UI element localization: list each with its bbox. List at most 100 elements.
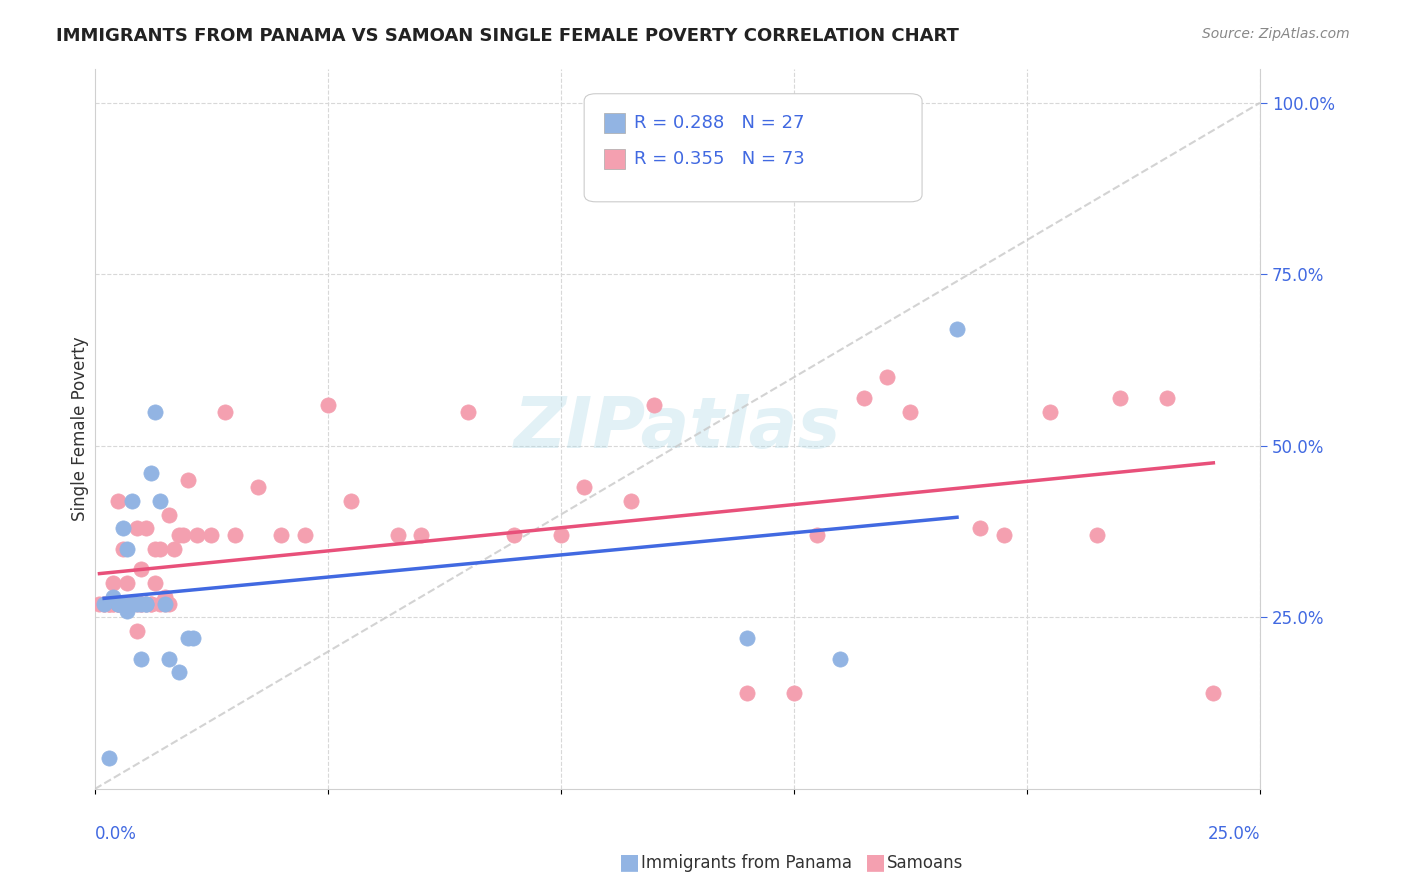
Point (139, 597, 162, 611)
Text: R = 0.288   N = 27: R = 0.288 N = 27 (634, 114, 804, 132)
Point (153, 597, 176, 611)
Point (103, 576, 125, 591)
Point (876, 370, 898, 384)
Point (852, 391, 875, 405)
Point (340, 493, 363, 508)
Point (145, 541, 167, 556)
Point (97, 597, 120, 611)
Point (157, 597, 180, 611)
Point (620, 493, 643, 508)
Point (107, 597, 129, 611)
Point (177, 473, 200, 487)
Text: Immigrants from Panama: Immigrants from Panama (641, 855, 852, 872)
Point (1085, 528, 1108, 542)
Point (145, 404, 167, 418)
Point (117, 541, 139, 556)
Point (131, 597, 153, 611)
Point (107, 597, 129, 611)
Bar (605, 113, 624, 134)
Point (149, 541, 172, 556)
Point (149, 493, 172, 508)
Point (103, 590, 125, 604)
Point (93, 597, 115, 611)
Point (97, 597, 120, 611)
Point (103, 597, 125, 611)
Point (157, 508, 180, 522)
Point (153, 590, 176, 604)
Point (186, 528, 208, 542)
Point (121, 597, 143, 611)
Point (131, 597, 153, 611)
Point (145, 576, 167, 591)
Point (111, 541, 134, 556)
Text: Samoans: Samoans (887, 855, 963, 872)
Point (125, 597, 148, 611)
Point (135, 597, 157, 611)
Point (806, 528, 828, 542)
Point (294, 528, 316, 542)
Point (125, 521, 148, 535)
Point (107, 597, 129, 611)
Point (121, 493, 143, 508)
Text: 0.0%: 0.0% (94, 825, 136, 843)
Text: 25.0%: 25.0% (1208, 825, 1260, 843)
Point (503, 528, 526, 542)
Point (200, 528, 222, 542)
Text: ■: ■ (619, 853, 640, 872)
Point (117, 597, 139, 611)
Point (139, 467, 162, 481)
Point (993, 528, 1015, 542)
Point (149, 597, 172, 611)
Point (117, 597, 139, 611)
Point (457, 404, 479, 418)
Point (131, 562, 153, 576)
Point (735, 631, 758, 645)
Point (409, 528, 432, 542)
Point (107, 597, 129, 611)
Point (181, 631, 204, 645)
Point (830, 651, 852, 665)
Text: IMMIGRANTS FROM PANAMA VS SAMOAN SINGLE FEMALE POVERTY CORRELATION CHART: IMMIGRANTS FROM PANAMA VS SAMOAN SINGLE … (56, 27, 959, 45)
Point (167, 665, 190, 680)
Point (1039, 404, 1062, 418)
FancyBboxPatch shape (583, 94, 922, 202)
Point (1202, 686, 1225, 700)
Point (135, 597, 157, 611)
Point (1109, 391, 1132, 405)
Text: ZIPatlas: ZIPatlas (513, 394, 841, 463)
Point (131, 651, 153, 665)
Text: R = 0.355   N = 73: R = 0.355 N = 73 (634, 150, 806, 169)
Point (103, 597, 125, 611)
Point (572, 480, 595, 494)
Point (93, 597, 115, 611)
Point (117, 604, 139, 618)
Text: Source: ZipAtlas.com: Source: ZipAtlas.com (1202, 27, 1350, 41)
Point (135, 521, 157, 535)
Point (643, 398, 665, 412)
Point (107, 597, 129, 611)
Point (969, 521, 991, 535)
Point (157, 651, 180, 665)
Point (163, 541, 186, 556)
Point (89, 597, 111, 611)
Point (121, 597, 143, 611)
Point (387, 528, 409, 542)
Point (735, 686, 758, 700)
Bar (605, 149, 624, 169)
Point (783, 686, 806, 700)
Point (177, 631, 200, 645)
Point (172, 528, 194, 542)
Point (167, 528, 190, 542)
Point (111, 521, 134, 535)
Point (117, 576, 139, 591)
Point (224, 528, 246, 542)
Point (111, 597, 134, 611)
Point (900, 404, 922, 418)
Y-axis label: Single Female Poverty: Single Female Poverty (72, 336, 89, 521)
Point (946, 322, 969, 336)
Point (97, 751, 120, 765)
Point (153, 597, 176, 611)
Point (121, 597, 143, 611)
Point (107, 493, 129, 508)
Point (111, 597, 134, 611)
